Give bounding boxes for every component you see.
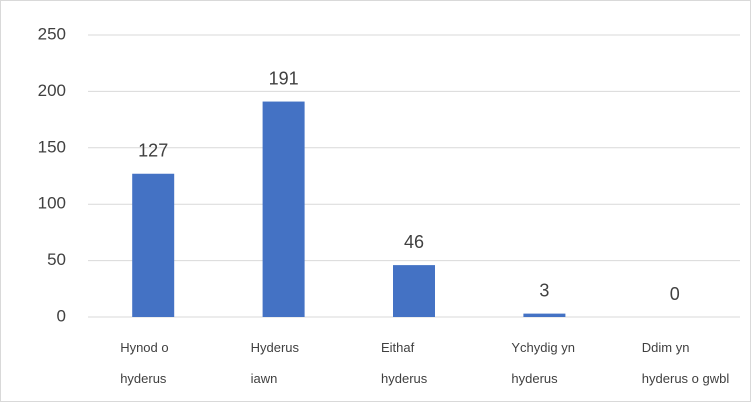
x-tick-label: Ddim yn hyderus o gwbl [642,340,730,386]
y-tick-label: 250 [38,24,66,43]
data-label: 191 [269,68,299,88]
y-tick-label: 200 [38,81,66,100]
y-tick-label: 0 [57,306,66,325]
data-label: 3 [539,280,549,300]
x-tick-label: Hyderus iawn [251,340,300,386]
y-tick-label: 150 [38,137,66,156]
y-tick-label: 100 [38,194,66,213]
data-label: 127 [138,140,168,160]
x-tick-label: Eithaf hyderus [381,340,428,386]
x-tick-label: Ychydig yn hyderus [511,340,575,386]
bar [262,101,305,317]
data-label: 0 [670,284,680,304]
bar [523,313,566,317]
y-tick-label: 50 [47,250,66,269]
data-label: 46 [404,232,424,252]
bar [393,265,435,317]
bar [132,173,175,317]
x-tick-label: Hynod o hyderus [120,340,168,386]
